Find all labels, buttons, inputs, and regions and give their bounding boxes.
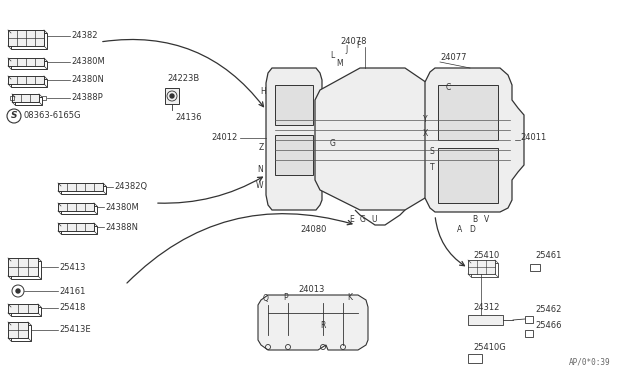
- Bar: [468, 315, 503, 325]
- Text: 24380N: 24380N: [71, 76, 104, 84]
- Bar: [165, 88, 179, 104]
- Bar: [61, 206, 97, 214]
- Bar: [8, 76, 44, 84]
- Bar: [438, 85, 498, 140]
- Text: 25462: 25462: [535, 305, 561, 314]
- Bar: [525, 316, 533, 323]
- Text: 25410: 25410: [473, 250, 499, 260]
- Text: 08363-6165G: 08363-6165G: [24, 112, 81, 121]
- Text: 24080: 24080: [300, 225, 326, 234]
- Text: P: P: [284, 294, 288, 302]
- Text: F: F: [356, 41, 360, 49]
- Bar: [58, 223, 94, 231]
- Text: 25466: 25466: [535, 321, 561, 330]
- Bar: [61, 186, 106, 194]
- Text: AP/0*0:39: AP/0*0:39: [568, 357, 610, 366]
- Text: G: G: [360, 215, 366, 224]
- Text: 24388P: 24388P: [71, 93, 103, 103]
- Text: W: W: [256, 180, 264, 189]
- Text: M: M: [337, 58, 343, 67]
- Text: 24078: 24078: [340, 38, 367, 46]
- Text: Y: Y: [422, 115, 428, 125]
- Bar: [438, 148, 498, 203]
- Text: D: D: [469, 225, 475, 234]
- Text: 25410G: 25410G: [473, 343, 506, 353]
- Bar: [11, 61, 47, 69]
- Text: G: G: [330, 138, 336, 148]
- Text: 24388N: 24388N: [105, 222, 138, 231]
- Bar: [8, 58, 44, 66]
- Text: 24161: 24161: [59, 286, 85, 295]
- Text: 25413E: 25413E: [59, 326, 91, 334]
- Bar: [42, 96, 46, 100]
- Text: 24380M: 24380M: [71, 58, 105, 67]
- Text: N: N: [257, 166, 263, 174]
- Polygon shape: [425, 68, 524, 212]
- Bar: [8, 322, 28, 338]
- Bar: [61, 226, 97, 234]
- Bar: [11, 325, 31, 341]
- Bar: [58, 203, 94, 211]
- Bar: [58, 183, 103, 191]
- Text: C: C: [445, 83, 451, 93]
- Text: 24012: 24012: [212, 134, 238, 142]
- Text: 25461: 25461: [535, 251, 561, 260]
- Bar: [8, 304, 38, 313]
- Bar: [468, 354, 482, 363]
- Text: 24013: 24013: [298, 285, 324, 294]
- Text: 24223B: 24223B: [167, 74, 199, 83]
- Bar: [275, 135, 313, 175]
- Text: Q: Q: [263, 294, 269, 302]
- Bar: [468, 260, 495, 274]
- Bar: [8, 30, 44, 46]
- Text: 25418: 25418: [59, 304, 85, 312]
- Text: 24382: 24382: [71, 32, 97, 41]
- Text: 24312: 24312: [473, 304, 499, 312]
- Text: 25413: 25413: [59, 263, 85, 272]
- Text: S: S: [429, 148, 435, 157]
- Bar: [525, 330, 533, 337]
- Bar: [471, 263, 498, 277]
- Bar: [11, 33, 47, 49]
- Polygon shape: [258, 295, 368, 350]
- Bar: [8, 258, 38, 276]
- Bar: [12, 94, 39, 102]
- Bar: [11, 307, 41, 316]
- Bar: [15, 97, 42, 105]
- Text: R: R: [320, 321, 326, 330]
- Text: X: X: [422, 128, 428, 138]
- Text: H: H: [260, 87, 266, 96]
- Circle shape: [15, 288, 20, 294]
- Text: 24077: 24077: [440, 54, 467, 62]
- Text: 24136: 24136: [175, 113, 202, 122]
- Polygon shape: [315, 68, 440, 210]
- Text: 24382Q: 24382Q: [114, 183, 147, 192]
- Text: Z: Z: [259, 144, 264, 153]
- Text: V: V: [484, 215, 490, 224]
- Text: K: K: [348, 294, 353, 302]
- Bar: [530, 264, 540, 271]
- Text: S: S: [11, 112, 17, 121]
- Bar: [275, 85, 313, 125]
- Text: A: A: [458, 225, 463, 234]
- Text: E: E: [349, 215, 355, 224]
- Text: B: B: [472, 215, 477, 224]
- Bar: [10, 96, 14, 100]
- Polygon shape: [266, 68, 330, 210]
- Text: L: L: [330, 51, 334, 60]
- Circle shape: [170, 94, 174, 98]
- Text: J: J: [346, 45, 348, 55]
- Bar: [11, 79, 47, 87]
- Text: 24380M: 24380M: [105, 202, 139, 212]
- Text: U: U: [371, 215, 377, 224]
- Bar: [11, 261, 41, 279]
- Text: 24011: 24011: [520, 134, 547, 142]
- Text: T: T: [429, 164, 435, 173]
